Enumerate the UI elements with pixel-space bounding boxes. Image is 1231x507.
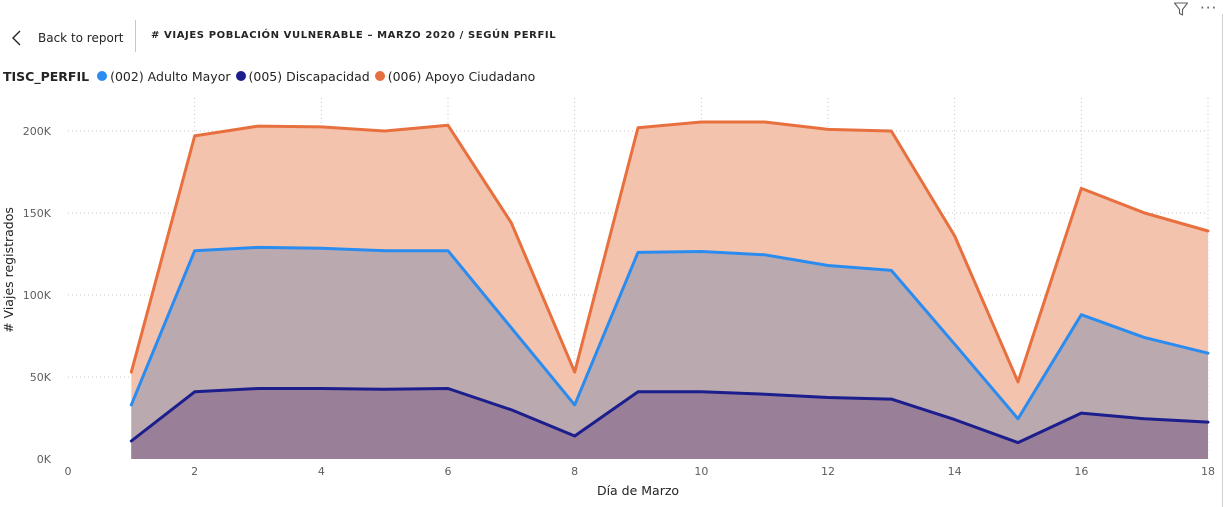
y-tick-label: 0K — [37, 453, 52, 466]
legend-marker-apoyo-ciudadano — [374, 71, 385, 81]
line-apoyo-ciudadano — [129, 120, 1210, 384]
x-tick-label: 2 — [191, 465, 198, 478]
line-discapacidad — [129, 387, 1210, 445]
visual-title: # VIAJES POBLACIÓN VULNERABLE – MARZO 20… — [151, 30, 557, 41]
filter-icon[interactable] — [1173, 1, 1189, 17]
x-tick-label: 12 — [821, 465, 835, 478]
x-tick-label: 0 — [65, 465, 72, 478]
y-tick-label: 50K — [30, 371, 52, 384]
visual-header: Back to report # VIAJES POBLACIÓN VULNER… — [0, 0, 1231, 56]
x-tick-label: 16 — [1074, 465, 1088, 478]
legend-item-adulto-mayor[interactable]: (002) Adulto Mayor — [97, 68, 231, 84]
more-options-icon[interactable]: ··· — [1200, 0, 1218, 17]
x-tick-label: 8 — [571, 465, 578, 478]
legend-item-apoyo-ciudadano[interactable]: (006) Apoyo Ciudadano — [374, 68, 536, 84]
legend-label-apoyo-ciudadano: (006) Apoyo Ciudadano — [387, 68, 536, 84]
chevron-left-icon — [12, 30, 21, 46]
visual-border — [1222, 14, 1223, 507]
x-tick-label: 18 — [1201, 465, 1215, 478]
legend-item-discapacidad[interactable]: (005) Discapacidad — [235, 68, 370, 84]
legend-marker-adulto-mayor — [97, 71, 108, 81]
header-divider — [135, 20, 136, 52]
y-axis-title: # Viajes registrados — [1, 207, 16, 333]
legend-marker-discapacidad — [235, 71, 246, 81]
x-tick-label: 6 — [445, 465, 452, 478]
x-tick-label: 4 — [318, 465, 325, 478]
area-discapacidad — [131, 388, 1208, 459]
x-axis-title: Día de Marzo — [597, 483, 679, 498]
y-tick-label: 200K — [23, 125, 52, 138]
legend-title: TISC_PERFIL — [3, 68, 90, 84]
y-tick-label: 150K — [23, 207, 52, 220]
x-tick-label: 10 — [694, 465, 708, 478]
back-to-report-button[interactable]: Back to report — [10, 24, 123, 52]
legend-label-discapacidad: (005) Discapacidad — [248, 68, 370, 84]
back-to-report-label: Back to report — [38, 31, 124, 45]
x-tick-label: 14 — [948, 465, 962, 478]
legend: TISC_PERFIL (002) Adulto Mayor (005) Dis… — [3, 67, 540, 85]
line-adulto-mayor — [129, 245, 1210, 421]
y-tick-label: 100K — [23, 289, 52, 302]
legend-label-adulto-mayor: (002) Adulto Mayor — [110, 68, 231, 84]
